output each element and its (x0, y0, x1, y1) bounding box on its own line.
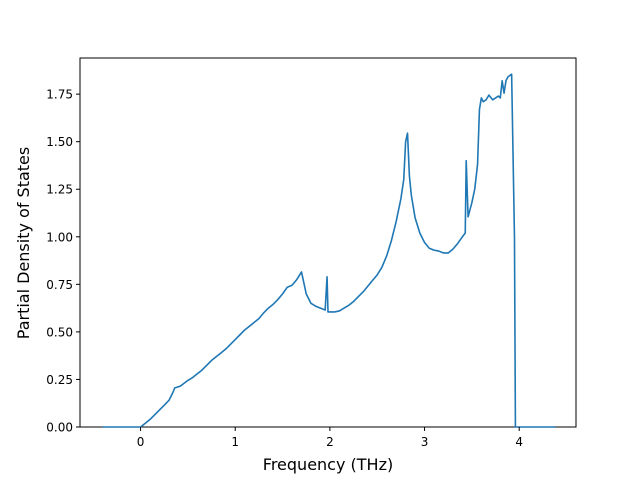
x-tick-label: 3 (421, 435, 429, 449)
y-tick-label: 1.25 (46, 183, 73, 197)
x-tick-label: 0 (137, 435, 145, 449)
y-tick-label: 1.75 (46, 88, 73, 102)
series-layer (102, 73, 556, 428)
y-axis-label: Partial Density of States (14, 147, 33, 339)
y-tick-label: 0.25 (46, 373, 73, 387)
x-axis-ticks: 0 1 2 3 4 (137, 427, 523, 449)
x-tick-label: 1 (231, 435, 239, 449)
x-axis-label: Frequency (THz) (263, 455, 393, 474)
x-tick-label: 2 (326, 435, 334, 449)
series-line-1 (102, 73, 556, 428)
x-tick-label: 4 (515, 435, 523, 449)
y-tick-label: 0.00 (46, 421, 73, 435)
axes-frame (79, 57, 577, 428)
y-axis-ticks: 0.00 0.25 0.50 0.75 1.00 1.25 1.50 1.75 (46, 88, 80, 435)
y-tick-label: 0.50 (46, 325, 73, 339)
y-tick-label: 1.00 (46, 230, 73, 244)
plot-area: 0 1 2 3 4 0.00 0.25 0.50 0.75 1.00 1.25 1.50 1.75 (46, 57, 577, 449)
y-tick-label: 0.75 (46, 278, 73, 292)
y-tick-label: 1.50 (46, 135, 73, 149)
